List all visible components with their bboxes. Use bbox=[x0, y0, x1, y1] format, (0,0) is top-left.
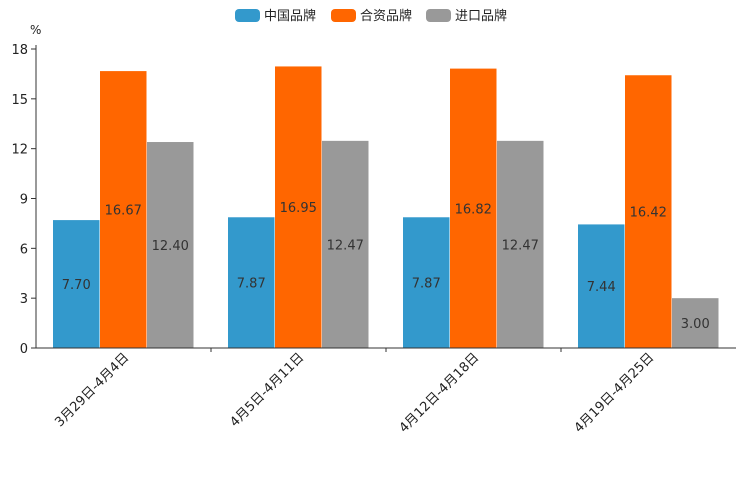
y-axis-unit: % bbox=[30, 23, 41, 37]
data-label-1-1: 7.70 bbox=[62, 278, 91, 293]
legend-label-3[interactable]: 进口品牌 bbox=[455, 8, 507, 24]
data-label-2-1: 16.67 bbox=[105, 204, 142, 219]
bar-1-2[interactable] bbox=[228, 217, 275, 348]
legend-swatch-2[interactable] bbox=[331, 9, 356, 22]
bar-2-4[interactable] bbox=[625, 75, 672, 349]
y-axis: 0 3 6 9 12 15 18 bbox=[11, 43, 37, 357]
bar-3-2[interactable] bbox=[322, 140, 369, 348]
data-label-2-2: 16.95 bbox=[280, 201, 317, 216]
bar-1-4[interactable] bbox=[578, 224, 625, 348]
bar-2-2[interactable] bbox=[275, 66, 322, 349]
y-tick-label: 15 bbox=[11, 93, 28, 108]
y-tick-label: 3 bbox=[20, 292, 28, 307]
legend-label-1[interactable]: 中国品牌 bbox=[264, 8, 316, 24]
x-category-label: 4月5日-4月11日 bbox=[227, 350, 307, 430]
bar-2-3[interactable] bbox=[450, 68, 497, 349]
y-tick-label: 12 bbox=[11, 143, 28, 158]
legend-swatch-1[interactable] bbox=[235, 9, 260, 22]
x-category-label: 4月19日-4月25日 bbox=[572, 350, 658, 436]
y-tick-label: 0 bbox=[20, 342, 28, 357]
x-category-label: 4月12日-4月18日 bbox=[397, 350, 483, 436]
bars bbox=[53, 66, 719, 349]
legend-swatch-3[interactable] bbox=[426, 9, 451, 22]
data-labels: 7.70 16.67 12.40 7.87 16.95 12.47 7.87 16.82 12.… bbox=[62, 201, 710, 332]
data-label-3-3: 12.47 bbox=[502, 238, 539, 253]
bar-2-1[interactable] bbox=[100, 71, 147, 349]
x-axis: 3月29日-4月4日 4月5日-4月11日 4月12日-4月18日 4月19日-4月2… bbox=[36, 347, 736, 436]
data-label-2-4: 16.42 bbox=[630, 206, 667, 221]
y-tick-label: 18 bbox=[11, 43, 28, 58]
data-label-2-3: 16.82 bbox=[455, 202, 492, 217]
data-label-1-4: 7.44 bbox=[587, 280, 616, 295]
data-label-3-4: 3.00 bbox=[681, 317, 710, 332]
legend: 中国品牌 合资品牌 进口品牌 bbox=[235, 8, 507, 24]
data-label-1-2: 7.87 bbox=[237, 277, 266, 292]
y-tick-label: 6 bbox=[20, 242, 28, 257]
bar-1-1[interactable] bbox=[53, 220, 100, 348]
data-label-3-1: 12.40 bbox=[152, 239, 189, 254]
bar-3-1[interactable] bbox=[147, 142, 194, 348]
data-label-1-3: 7.87 bbox=[412, 277, 441, 292]
x-category-label: 3月29日-4月4日 bbox=[52, 350, 132, 430]
data-label-3-2: 12.47 bbox=[327, 238, 364, 253]
legend-label-2[interactable]: 合资品牌 bbox=[360, 8, 412, 24]
y-tick-label: 9 bbox=[20, 193, 28, 208]
bar-3-3[interactable] bbox=[497, 140, 544, 348]
bar-3-4[interactable] bbox=[672, 298, 719, 348]
bar-1-3[interactable] bbox=[403, 217, 450, 348]
